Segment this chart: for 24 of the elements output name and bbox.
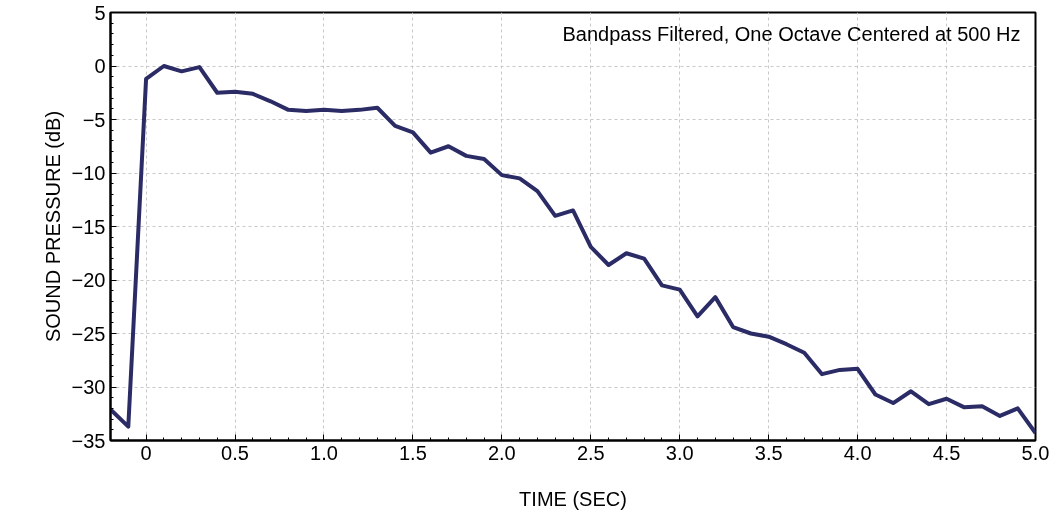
y-tick-label: −5	[82, 108, 106, 131]
text: Bandpass Filtered, One Octave Centered at 500 Hz	[562, 22, 1021, 45]
x-tick-label: 2.0	[487, 441, 516, 464]
line-series	[110, 64, 1036, 436]
x-tick-label: 0	[140, 441, 152, 464]
y-tick-label: 5	[94, 1, 106, 24]
x-tick-label: 1.5	[399, 441, 427, 464]
y-tick-label: −30	[71, 376, 106, 398]
x-tick-label: 3.0	[665, 441, 694, 464]
y-tick-label: 0	[94, 55, 106, 77]
y-tick-label: −25	[71, 322, 106, 345]
x-tick-label: 5.0	[1021, 441, 1050, 464]
x-axis-title: TIME (SEC)	[519, 487, 627, 510]
x-tick-label: 3.5	[754, 441, 783, 464]
x-tick-label: 2.5	[576, 441, 605, 464]
x-tick-label: 1.0	[310, 441, 338, 464]
x-tick-label: 4.5	[932, 441, 961, 464]
y-tick-label: −35	[71, 429, 106, 452]
y-tick-label: −10	[71, 162, 106, 184]
x-tick-label: 4.0	[843, 441, 872, 464]
y-axis-title: SOUND PRESSURE (dB)	[41, 110, 64, 343]
y-tick-label: −20	[71, 269, 106, 291]
y-tick-label: −15	[71, 215, 106, 238]
x-tick-label: 0.5	[221, 441, 249, 464]
